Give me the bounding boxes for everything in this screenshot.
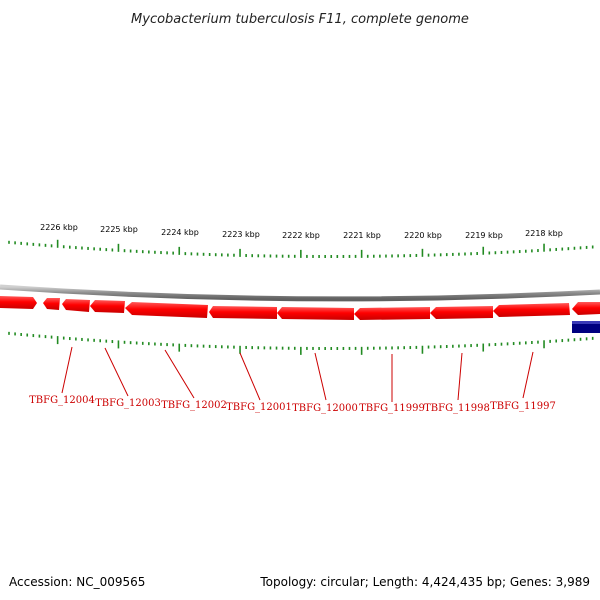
gene-label-tbfg-12001[interactable]: TBFG_12001	[226, 402, 292, 413]
gene-label-tbfg-12002[interactable]: TBFG_12002	[161, 400, 227, 411]
gene-feature[interactable]	[277, 307, 354, 320]
accession-text: Accession: NC_009565	[9, 575, 145, 589]
scale-label-2221: 2221 kbp	[343, 231, 381, 240]
gene-label-line	[314, 352, 327, 401]
scale-label-2226: 2226 kbp	[40, 223, 78, 232]
scale-label-2219: 2219 kbp	[465, 231, 503, 240]
scale-label-2220: 2220 kbp	[404, 231, 442, 240]
gene-label-tbfg-12003[interactable]: TBFG_12003	[95, 398, 161, 409]
gene-label-line	[239, 352, 261, 401]
gene-feature[interactable]	[90, 300, 125, 313]
scale-label-2223: 2223 kbp	[222, 230, 260, 239]
gene-label-tbfg-12000[interactable]: TBFG_12000	[292, 403, 358, 414]
scale-label-2218: 2218 kbp	[525, 229, 563, 238]
genome-stats-text: Topology: circular; Length: 4,424,435 bp…	[259, 575, 590, 589]
gene-feature[interactable]	[209, 306, 277, 319]
map-title: Mycobacterium tuberculosis F11, complete…	[131, 12, 469, 27]
gene-feature-reverse-highlight	[572, 321, 600, 324]
scale-ticks-bottom	[8, 331, 594, 355]
gene-label-tbfg-11999[interactable]: TBFG_11999	[359, 403, 425, 414]
gene-label-line	[457, 352, 463, 401]
gene-feature[interactable]	[62, 299, 90, 312]
gene-label-line	[61, 346, 73, 394]
gene-feature[interactable]	[572, 302, 600, 315]
gene-feature[interactable]	[125, 302, 208, 318]
gene-label-line	[104, 347, 129, 397]
scale-label-2224: 2224 kbp	[161, 228, 199, 237]
gene-feature[interactable]	[430, 306, 493, 319]
scale-ticks-top	[8, 239, 594, 258]
gene-track	[0, 296, 600, 333]
gene-feature[interactable]	[354, 307, 430, 320]
scale-label-2222: 2222 kbp	[282, 231, 320, 240]
genome-backbone	[0, 284, 600, 302]
gene-feature[interactable]	[0, 296, 37, 309]
gene-label-line	[164, 349, 195, 399]
gene-label-tbfg-11997[interactable]: TBFG_11997	[490, 401, 556, 412]
scale-label-2225: 2225 kbp	[100, 225, 138, 234]
gene-feature[interactable]	[493, 303, 570, 317]
gene-label-tbfg-11998[interactable]: TBFG_11998	[424, 403, 490, 414]
gene-labels: TBFG_12004 TBFG_12003 TBFG_12002 TBFG_12…	[29, 395, 556, 414]
scale-labels: 2226 kbp 2225 kbp 2224 kbp 2223 kbp 2222…	[40, 223, 563, 240]
gene-label-tbfg-12004[interactable]: TBFG_12004	[29, 395, 95, 406]
gene-label-line	[522, 351, 534, 399]
gene-feature[interactable]	[43, 298, 60, 310]
gene-label-lines	[61, 346, 534, 402]
